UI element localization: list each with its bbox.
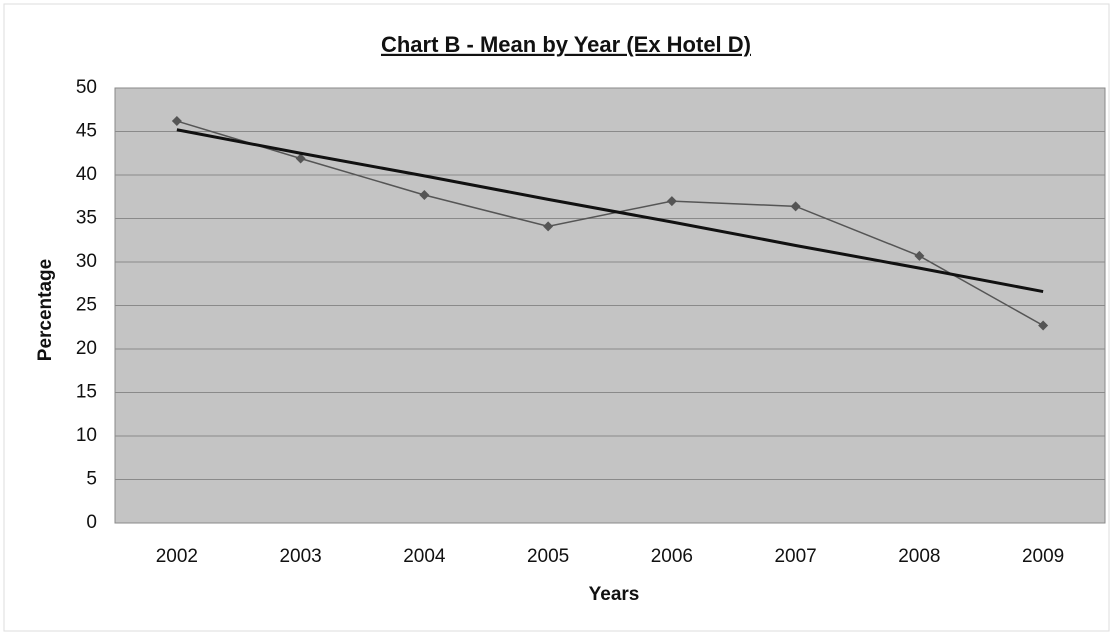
y-tick-label: 40 [76, 164, 97, 185]
y-tick-label: 45 [76, 121, 97, 142]
trend-line [176, 128, 1044, 294]
x-tick-label: 2003 [279, 546, 321, 567]
x-tick-label: 2005 [527, 546, 569, 567]
y-tick-label: 30 [76, 251, 97, 272]
y-tick-label: 20 [76, 338, 97, 359]
y-tick-label: 50 [76, 77, 97, 98]
x-tick-label: 2002 [156, 546, 198, 567]
x-axis-label: Years [589, 584, 640, 605]
x-tick-label: 2007 [774, 546, 816, 567]
x-tick-label: 2009 [1022, 546, 1064, 567]
marker [543, 221, 554, 232]
y-tick-label: 5 [86, 469, 97, 490]
y-axis-label: Percentage [35, 259, 56, 361]
chart-title: Chart B - Mean by Year (Ex Hotel D) [381, 32, 751, 57]
marker [295, 153, 306, 164]
y-tick-label: 25 [76, 295, 97, 316]
y-tick-label: 10 [76, 425, 97, 446]
data-line [176, 120, 1044, 327]
marker [790, 201, 801, 212]
x-tick-label: 2008 [898, 546, 940, 567]
x-tick-label: 2004 [403, 546, 446, 567]
y-tick-label: 35 [76, 208, 97, 229]
x-tick-label: 2006 [651, 546, 693, 567]
marker [666, 196, 677, 207]
marker [914, 250, 925, 261]
marker [419, 190, 430, 201]
y-tick-label: 15 [76, 382, 97, 403]
marker [1038, 320, 1049, 331]
y-tick-label: 0 [86, 512, 97, 533]
marker [171, 116, 182, 127]
